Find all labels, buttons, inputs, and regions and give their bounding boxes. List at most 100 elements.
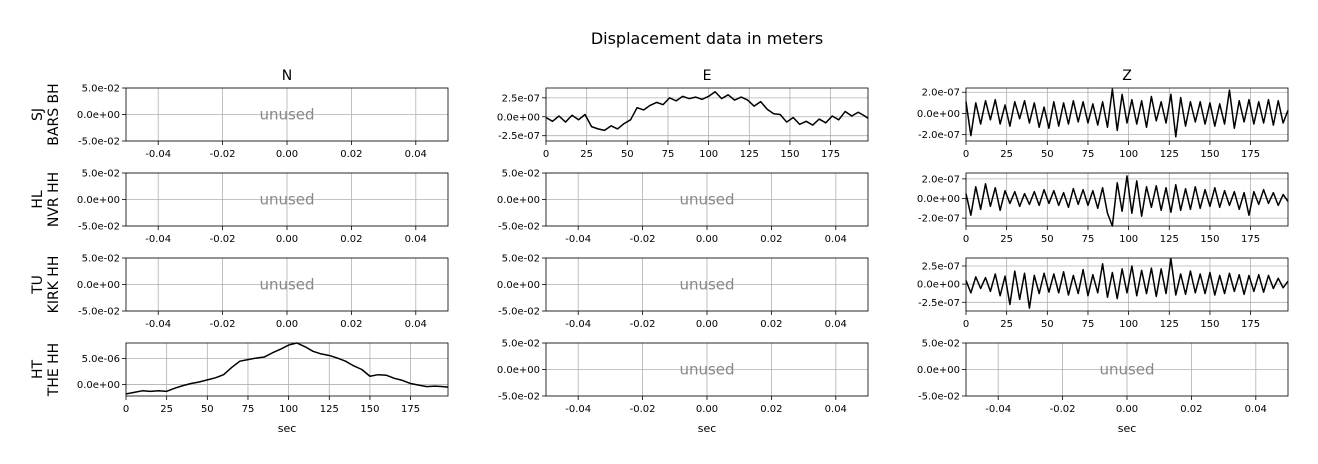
- y-tick-label: 5.0e-02: [82, 169, 120, 180]
- x-tick-label: 75: [1082, 319, 1095, 330]
- panel-e-row-1: unused -0.04 -0.02 0.00 0.02 0.04 5.0e-02 0.0e+…: [497, 169, 869, 245]
- row-label-2: TU KIRK HH: [30, 256, 62, 314]
- station-label-line: BARS BH: [46, 83, 62, 145]
- y-tick-label: -5.0e-02: [78, 222, 120, 233]
- x-tick-label: 100: [1119, 234, 1138, 245]
- y-tick-label: 0.0e+00: [917, 194, 960, 205]
- y-tick-label: 5.0e-02: [502, 339, 540, 350]
- x-tick-label: 75: [1082, 149, 1095, 160]
- x-tick-label: 125: [320, 404, 339, 415]
- y-tick-label: 0.0e+00: [917, 109, 960, 120]
- panel-grid: SJ BARS BH HL NVR HH TU KIRK HH HT THE HH unused…: [30, 83, 1289, 415]
- x-tick-label: -0.02: [210, 319, 236, 330]
- panel-n-row-2: unused -0.04 -0.02 0.00 0.02 0.04 5.0e-02 0.0e+…: [77, 254, 449, 330]
- x-axis-label-z: sec: [1118, 422, 1137, 435]
- panel-n-row-0: unused -0.04 -0.02 0.00 0.02 0.04 5.0e-02 0.0e+…: [77, 84, 449, 160]
- x-tick-label: 75: [662, 149, 675, 160]
- y-tick-label: -2.5e-07: [498, 131, 540, 142]
- panel-e-row-2: unused -0.04 -0.02 0.00 0.02 0.04 5.0e-02 0.0e+…: [497, 254, 869, 330]
- x-tick-label: 0.04: [405, 234, 427, 245]
- x-tick-label: -0.04: [145, 234, 171, 245]
- station-label-line: KIRK HH: [46, 256, 62, 314]
- y-tick-label: 0.0e+00: [497, 280, 540, 291]
- x-tick-label: 0: [963, 234, 969, 245]
- x-tick-label: 0.04: [1245, 404, 1267, 415]
- data-line-series-0: [125, 342, 449, 395]
- unused-label: unused: [259, 106, 314, 124]
- y-tick-label: -5.0e-02: [498, 307, 540, 318]
- x-tick-label: 75: [1082, 234, 1095, 245]
- x-tick-label: 0.00: [696, 319, 718, 330]
- x-tick-label: 25: [1000, 234, 1013, 245]
- y-tick-label: 2.5e-07: [922, 261, 960, 272]
- x-tick-label: 0.02: [760, 234, 782, 245]
- x-tick-label: 125: [1160, 234, 1179, 245]
- x-tick-label: 0.00: [696, 234, 718, 245]
- y-tick-label: 0.0e+00: [497, 112, 540, 123]
- x-tick-label: 0.00: [696, 404, 718, 415]
- y-tick-label: 0.0e+00: [497, 365, 540, 376]
- x-tick-label: 100: [1119, 319, 1138, 330]
- x-tick-label: 25: [1000, 319, 1013, 330]
- x-tick-label: -0.04: [565, 234, 591, 245]
- unused-label: unused: [1099, 361, 1154, 379]
- x-tick-label: 175: [1241, 234, 1260, 245]
- x-axis-label-e: sec: [698, 422, 717, 435]
- x-tick-label: 100: [279, 404, 298, 415]
- unused-label: unused: [679, 191, 734, 209]
- x-tick-label: 150: [1200, 149, 1219, 160]
- y-tick-label: -5.0e-02: [918, 392, 960, 403]
- axes-frame: [965, 87, 1289, 142]
- y-tick-label: -5.0e-02: [498, 222, 540, 233]
- x-tick-label: 100: [1119, 149, 1138, 160]
- unused-label: unused: [679, 276, 734, 294]
- x-tick-label: 175: [401, 404, 420, 415]
- y-tick-label: 0.0e+00: [497, 195, 540, 206]
- figure-title: Displacement data in meters: [591, 29, 823, 48]
- y-tick-label: 5.0e-02: [922, 339, 960, 350]
- x-tick-label: 150: [360, 404, 379, 415]
- x-tick-label: 150: [1200, 234, 1219, 245]
- x-tick-label: -0.02: [630, 319, 656, 330]
- x-tick-label: 50: [1041, 319, 1054, 330]
- x-tick-label: 175: [1241, 319, 1260, 330]
- x-tick-label: 75: [242, 404, 255, 415]
- x-tick-label: 125: [1160, 149, 1179, 160]
- x-axis-label-n: sec: [278, 422, 297, 435]
- x-tick-label: 0: [123, 404, 129, 415]
- axes-frame: [545, 87, 869, 142]
- column-title-e: E: [703, 68, 712, 84]
- row-label-3: HT THE HH: [30, 343, 62, 397]
- x-tick-label: 0.02: [340, 234, 362, 245]
- x-tick-label: -0.04: [565, 404, 591, 415]
- x-tick-label: 50: [1041, 234, 1054, 245]
- data-line-series-0: [965, 88, 1289, 138]
- x-tick-label: 0: [963, 319, 969, 330]
- y-tick-label: -5.0e-02: [78, 137, 120, 148]
- x-tick-label: 150: [780, 149, 799, 160]
- x-tick-label: -0.04: [565, 319, 591, 330]
- x-tick-label: -0.02: [630, 404, 656, 415]
- panel-n-row-3: 0 25 50 75 100 125 150 175 5.0e-06 0.0e+00: [77, 342, 449, 415]
- x-tick-label: 0.04: [825, 319, 847, 330]
- x-tick-label: 25: [160, 404, 173, 415]
- x-tick-label: 0.04: [825, 404, 847, 415]
- y-tick-label: -2.5e-07: [918, 298, 960, 309]
- y-tick-label: 5.0e-02: [82, 84, 120, 95]
- y-tick-label: 0.0e+00: [917, 280, 960, 291]
- x-tick-label: 125: [740, 149, 759, 160]
- unused-label: unused: [259, 276, 314, 294]
- station-label-line: TU: [30, 275, 46, 295]
- y-tick-label: -5.0e-02: [78, 307, 120, 318]
- unused-label: unused: [679, 361, 734, 379]
- y-tick-label: -2.0e-07: [918, 214, 960, 225]
- y-tick-label: 2.0e-07: [922, 174, 960, 185]
- x-tick-label: 50: [201, 404, 214, 415]
- x-tick-label: 0.02: [1180, 404, 1202, 415]
- axes-frame: [965, 172, 1289, 227]
- x-tick-label: 0.00: [276, 149, 298, 160]
- y-tick-label: 5.0e-02: [502, 254, 540, 265]
- y-tick-label: 5.0e-06: [82, 354, 120, 365]
- x-tick-label: 150: [1200, 319, 1219, 330]
